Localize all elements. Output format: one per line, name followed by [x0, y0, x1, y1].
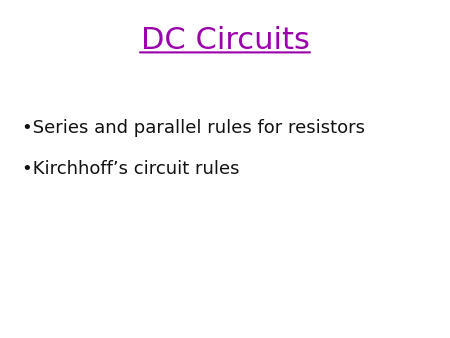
Text: •Series and parallel rules for resistors: •Series and parallel rules for resistors	[22, 119, 365, 138]
Text: DC Circuits: DC Circuits	[140, 26, 310, 55]
Text: •Kirchhoff’s circuit rules: •Kirchhoff’s circuit rules	[22, 160, 240, 178]
